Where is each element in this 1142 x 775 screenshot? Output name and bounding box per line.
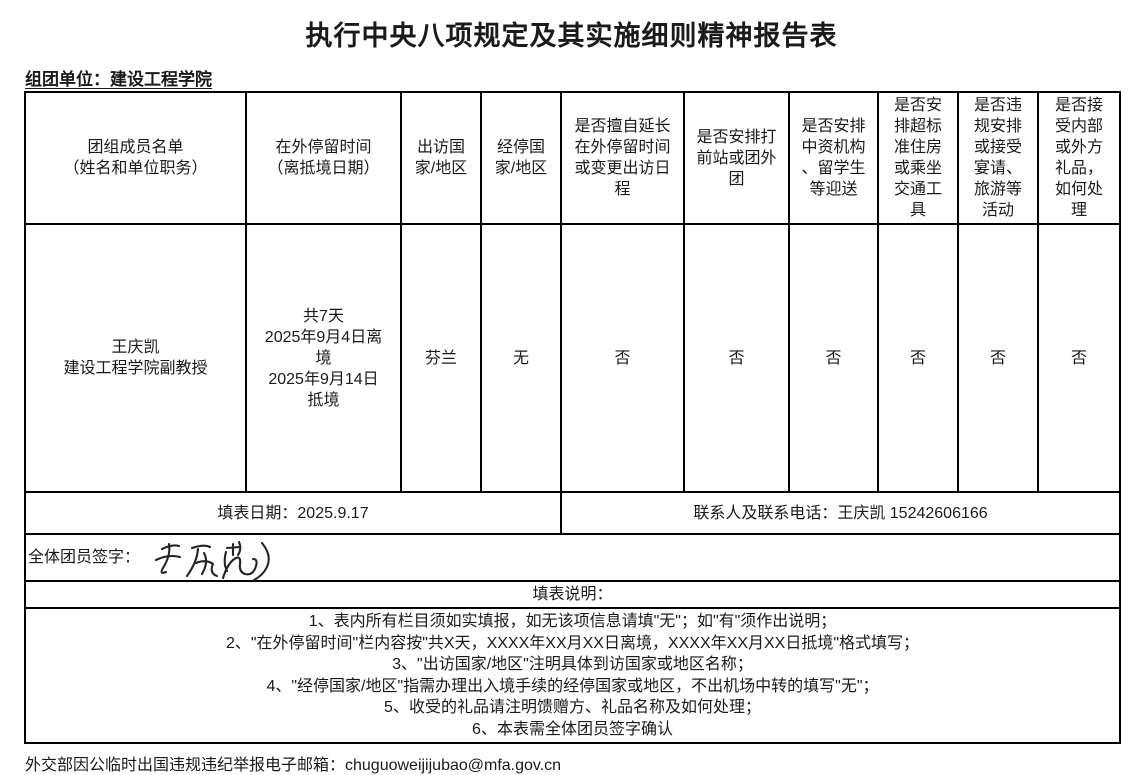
notes-title: 填表说明： — [24, 580, 1121, 609]
notes-row: 1、表内所有栏目须如实填报，如无该项信息请填"无"；如"有"须作出说明； 2、"… — [24, 607, 1121, 744]
header-member: 团组成员名单 （姓名和单位职务） — [24, 91, 247, 225]
duration-text: 共7天 2025年9月4日离境 2025年9月14日抵境 — [264, 307, 383, 409]
cell-member: 王庆凯 建设工程学院副教授 — [24, 223, 247, 493]
table-data-row: 王庆凯 建设工程学院副教授 共7天 2025年9月4日离境 2025年9月14日… — [24, 223, 1121, 493]
header-destination: 出访国家/地区 — [400, 91, 482, 225]
cell-answer-extension: 否 — [560, 223, 685, 493]
contact-info: 联系人及联系电话：王庆凯 15242606166 — [560, 491, 1121, 535]
header-duration: 在外停留时间 （离抵境日期） — [245, 91, 402, 225]
header-extension: 是否擅自延长在外停留时间或变更出访日程 — [560, 91, 685, 225]
organizing-unit: 组团单位：建设工程学院 — [25, 70, 212, 89]
page-title: 执行中央八项规定及其实施细则精神报告表 — [305, 21, 838, 51]
note-item-2: 2、"在外停留时间"栏内容按"共X天，XXXX年XX月XX日离境，XXXX年XX… — [225, 634, 920, 652]
report-table: 团组成员名单 （姓名和单位职务） 在外停留时间 （离抵境日期） 出访国家/地区 … — [24, 91, 1121, 744]
cell-destination: 芬兰 — [400, 223, 482, 493]
footer-note: 外交部因公临时出国违规违纪举报电子邮箱：chuguoweijijubao@mfa… — [25, 757, 562, 774]
header-housing-transport: 是否安排超标准住房或乘坐交通工具 — [877, 91, 959, 225]
note-item-4: 4、"经停国家/地区"指需办理出入境手续的经停国家或地区，不出机场中转的填写"无… — [266, 677, 879, 695]
cell-answer-advance-team: 否 — [683, 223, 790, 493]
notes-title-row: 填表说明： — [24, 580, 1121, 609]
header-banquet-tourism: 是否违规安排或接受宴请、旅游等活动 — [957, 91, 1039, 225]
note-item-3: 3、"出访国家/地区"注明具体到访国家或地区名称； — [392, 656, 753, 673]
note-item-6: 6、本表需全体团员签字确认 — [472, 720, 673, 738]
note-item-1: 1、表内所有栏目须如实填报，如无该项信息请填"无"；如"有"须作出说明； — [308, 613, 837, 630]
fill-date: 填表日期：2025.9.17 — [24, 491, 562, 535]
cell-answer-greeting: 否 — [788, 223, 879, 493]
cell-answer-banquet-tourism: 否 — [957, 223, 1039, 493]
signature-label: 全体团员签字： — [28, 549, 141, 566]
header-transit: 经停国家/地区 — [480, 91, 562, 225]
cell-duration: 共7天 2025年9月4日离境 2025年9月14日抵境 — [245, 223, 402, 493]
table-header-row: 团组成员名单 （姓名和单位职务） 在外停留时间 （离抵境日期） 出访国家/地区 … — [24, 91, 1121, 225]
signature-image — [154, 540, 270, 581]
cell-answer-housing-transport: 否 — [877, 223, 959, 493]
header-advance-team: 是否安排打前站或团外团 — [683, 91, 790, 225]
header-gifts: 是否接受内部或外方礼品，如何处理 — [1037, 91, 1121, 225]
note-item-5: 5、收受的礼品请注明馈赠方、礼品名称及如何处理； — [384, 699, 761, 716]
cell-transit: 无 — [480, 223, 562, 493]
meta-row: 填表日期：2025.9.17 联系人及联系电话：王庆凯 15242606166 — [24, 491, 1121, 535]
header-greeting: 是否安排中资机构、留学生等迎送 — [788, 91, 879, 225]
signature-row: 全体团员签字： — [24, 533, 1121, 582]
cell-answer-gifts: 否 — [1037, 223, 1121, 493]
